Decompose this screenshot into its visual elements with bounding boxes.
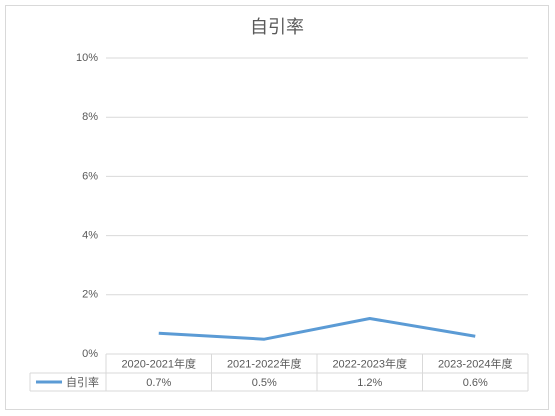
chart-title: 自引率: [250, 17, 304, 37]
x-tick-label: 2023-2024年度: [438, 356, 513, 370]
data-table-value: 1.2%: [357, 377, 382, 389]
line: [158, 316, 476, 341]
y-tick-label: 0%: [82, 348, 98, 360]
data-table-value: 0.7%: [146, 377, 171, 389]
chart-frame: [5, 5, 549, 410]
y-tick-label: 10%: [76, 52, 98, 64]
y-tick-label: 6%: [82, 170, 98, 182]
y-tick-label: 4%: [82, 230, 98, 242]
x-tick-label: 2020-2021年度: [121, 356, 196, 370]
legend-label: 自引率: [66, 375, 99, 389]
x-tick-label: 2021-2022年度: [227, 356, 302, 370]
data-table-value: 0.5%: [252, 377, 277, 389]
y-tick-label: 8%: [82, 111, 98, 123]
data-table-value: 0.6%: [463, 377, 488, 389]
y-tick-label: 2%: [82, 289, 98, 301]
x-tick-label: 2022-2023年度: [332, 356, 407, 370]
